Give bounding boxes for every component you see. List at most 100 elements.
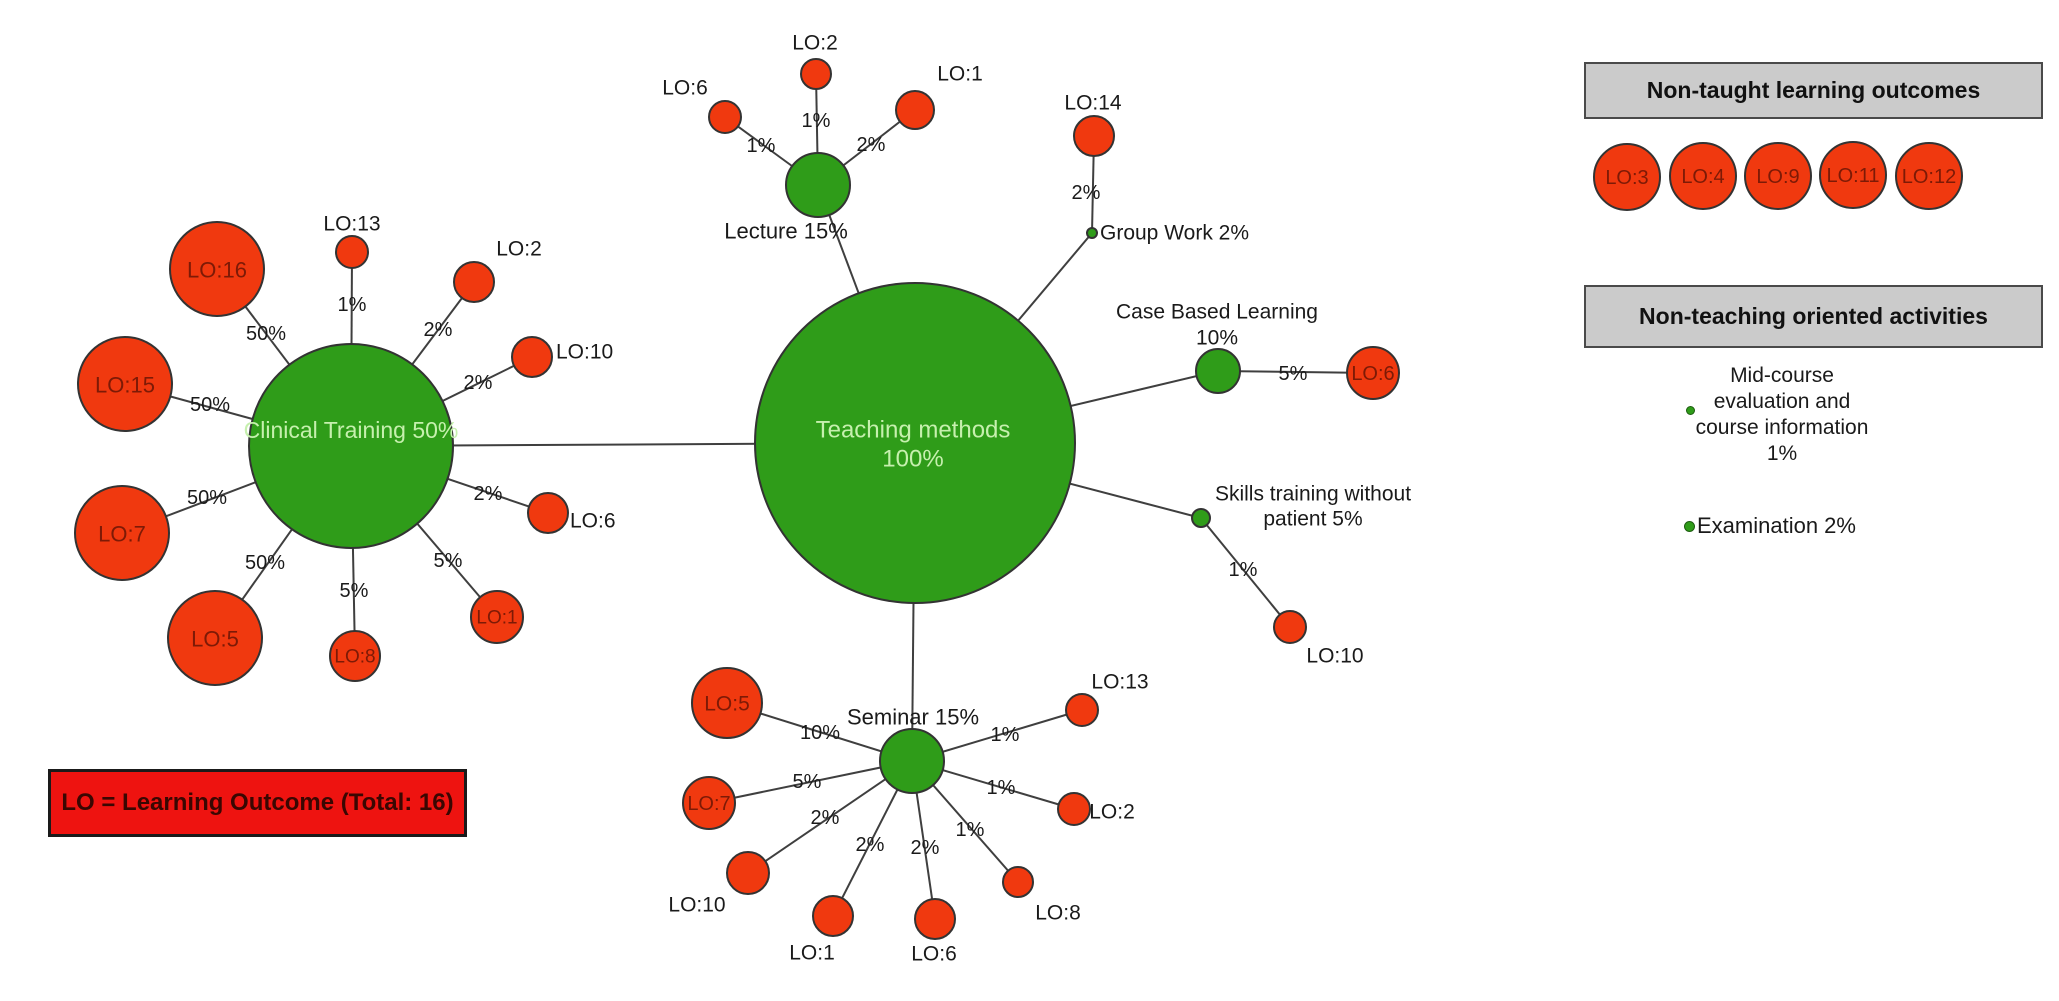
examination-item: Examination 2% [1684, 513, 1856, 539]
edge-label: 50% [187, 487, 227, 509]
legend-label: LO = Learning Outcome (Total: 16) [61, 789, 454, 816]
edge-label: 2% [857, 134, 886, 156]
non-taught-panel-title: Non-taught learning outcomes [1646, 77, 1981, 103]
node-lecture [785, 152, 851, 218]
mid-course-line-1: Mid-course [1730, 364, 1834, 387]
label-sem-lo10: LO:10 [668, 894, 725, 917]
label-seminar: Seminar 15% [847, 705, 979, 730]
label-cl-lo10: LO:10 [556, 341, 613, 364]
label-lec-lo1: LO:1 [937, 63, 983, 86]
examination-label: Examination 2% [1697, 513, 1856, 538]
edge-label: 50% [246, 323, 286, 345]
edge-label: 5% [1279, 363, 1308, 385]
edge-label: 2% [424, 319, 453, 341]
node-sem-lo7 [682, 776, 736, 830]
node-skills [1191, 508, 1211, 528]
label-nt-lo3: LO:3 [1605, 167, 1648, 189]
edge-label: 1% [747, 135, 776, 157]
node-cl-lo5 [167, 590, 263, 686]
node-clinical [248, 343, 454, 549]
label-cl-lo2: LO:2 [496, 238, 542, 261]
node-casebased [1195, 348, 1241, 394]
label-sem-lo7: LO:7 [687, 793, 730, 815]
mid-course-dot-icon [1686, 406, 1695, 415]
node-nt-lo3 [1593, 143, 1661, 211]
node-nt-lo9 [1744, 142, 1812, 210]
node-cl-lo13 [335, 235, 369, 269]
edge-label: 2% [856, 834, 885, 856]
edge-label: 50% [190, 394, 230, 416]
mid-course-line-3: course information [1695, 416, 1869, 439]
node-cl-lo15 [77, 336, 173, 432]
edge-label: 5% [434, 550, 463, 572]
node-cl-lo6 [527, 492, 569, 534]
node-lec-lo1 [895, 90, 935, 130]
label-sem-lo13: LO:13 [1091, 671, 1148, 694]
node-cl-lo7 [74, 485, 170, 581]
mid-course-line-2: evaluation and [1713, 390, 1851, 413]
node-sem-lo6 [914, 898, 956, 940]
node-lec-lo2 [800, 58, 832, 90]
label-cl-lo15: LO:15 [95, 373, 155, 398]
node-cl-lo2 [453, 261, 495, 303]
label-cl-lo8: LO:8 [334, 647, 375, 668]
edge-line [708, 760, 913, 804]
node-cl-lo16 [169, 221, 265, 317]
node-sem-lo5 [691, 667, 763, 739]
edge-label: 1% [1229, 559, 1258, 581]
label-sem-lo2: LO:2 [1089, 801, 1135, 824]
label-cb-lo6: LO:6 [1351, 363, 1394, 385]
label-cl-lo1: LO:1 [476, 608, 517, 629]
node-teaching [754, 282, 1076, 604]
label-cl-lo13: LO:13 [323, 213, 380, 236]
node-sem-lo8 [1002, 866, 1034, 898]
edge-label: 10% [800, 722, 840, 744]
mid-course-label: Mid-course evaluation and course informa… [1671, 363, 1893, 467]
label-nt-lo11: LO:11 [1827, 165, 1880, 187]
edge-label: 1% [991, 724, 1020, 746]
label-skills: Skills training without [1215, 483, 1411, 506]
examination-dot-icon [1684, 520, 1695, 532]
label-cl-lo6: LO:6 [570, 510, 616, 533]
label-cl-lo16: LO:16 [187, 258, 247, 283]
node-cl-lo10 [511, 336, 553, 378]
label-lecture: Lecture 15% [724, 219, 848, 244]
label-sem-lo6: LO:6 [911, 943, 957, 966]
edge-label: 2% [1072, 182, 1101, 204]
label-nt-lo12: LO:12 [1902, 166, 1956, 188]
edge-label: 2% [811, 807, 840, 829]
node-lec-lo6 [708, 100, 742, 134]
node-sem-lo13 [1065, 693, 1099, 727]
node-nt-lo12 [1895, 142, 1963, 210]
non-teaching-panel-header: Non-teaching oriented activities [1584, 285, 2043, 348]
label-sem-lo8: LO:8 [1035, 902, 1081, 925]
edge-label: 50% [245, 552, 285, 574]
node-groupwork [1086, 227, 1098, 239]
node-sem-lo2 [1057, 792, 1091, 826]
label-cl-lo5: LO:5 [191, 627, 239, 652]
label-sem-lo5: LO:5 [704, 693, 750, 716]
edge-label: 1% [987, 777, 1016, 799]
non-teaching-panel-title: Non-teaching oriented activities [1639, 303, 1988, 329]
label-groupwork: Group Work 2% [1100, 222, 1249, 245]
edge-label: 1% [956, 819, 985, 841]
edge-label: 1% [338, 294, 367, 316]
edge-label: 5% [340, 580, 369, 602]
label-casebased: 10% [1196, 327, 1238, 350]
node-cl-lo8 [329, 630, 381, 682]
label-sem-lo1: LO:1 [789, 942, 835, 965]
edge-label: 2% [464, 372, 493, 394]
label-nt-lo9: LO:9 [1756, 166, 1799, 188]
label-nt-lo4: LO:4 [1681, 166, 1724, 188]
label-teaching: 100% [882, 446, 943, 473]
label-gw-lo14: LO:14 [1064, 92, 1122, 115]
node-cb-lo6 [1346, 346, 1400, 400]
label-sk-lo10: LO:10 [1306, 645, 1363, 668]
label-lec-lo6: LO:6 [662, 77, 708, 100]
mid-course-line-4: 1% [1766, 442, 1798, 465]
node-nt-lo11 [1819, 141, 1887, 209]
edge-label: 2% [474, 483, 503, 505]
label-lec-lo2: LO:2 [792, 32, 838, 55]
edge-label: 2% [911, 837, 940, 859]
